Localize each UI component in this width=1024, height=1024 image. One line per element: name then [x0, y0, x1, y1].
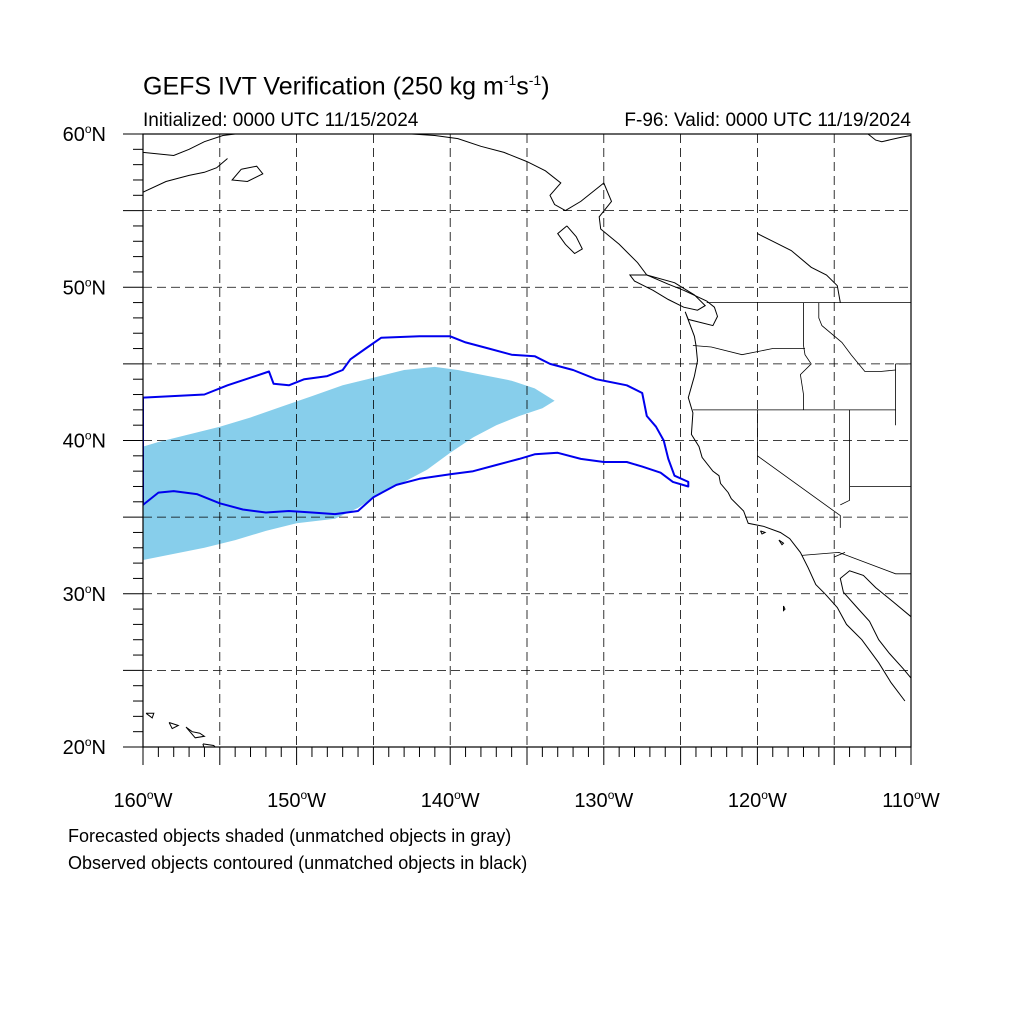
lon-label: 160oW: [114, 788, 173, 812]
graticule: [143, 134, 911, 747]
axis-ticks: [123, 133, 912, 765]
title-exponent-2: -1: [528, 72, 542, 88]
coastline: [143, 134, 236, 157]
lat-label: 40oN: [63, 429, 106, 453]
lon-label: 110oW: [882, 788, 940, 812]
coastline: [783, 605, 786, 612]
lon-label: 150oW: [267, 788, 326, 812]
coastline: [598, 182, 906, 702]
coastline: [778, 539, 785, 546]
coastline: [185, 726, 206, 739]
political-border: [801, 551, 911, 575]
political-border: [818, 302, 896, 372]
lat-label: 30oN: [63, 582, 106, 606]
coastline: [168, 722, 180, 730]
coastline: [143, 158, 228, 193]
coastline: [202, 743, 216, 747]
title-close: ): [541, 72, 550, 101]
coastline: [231, 165, 264, 183]
coastline: [628, 274, 707, 311]
lat-label: 60oN: [63, 122, 106, 146]
coastline: [867, 134, 911, 143]
coastline: [757, 233, 841, 303]
lon-label: 130oW: [574, 788, 633, 812]
chart-title: GEFS IVT Verification (250 kg m-1s-1): [143, 72, 550, 101]
political-border: [692, 345, 805, 356]
lon-label: 120oW: [728, 788, 787, 812]
political-border: [834, 552, 846, 558]
footnote-forecast: Forecasted objects shaded (unmatched obj…: [68, 826, 512, 846]
title-exponent-1: -1: [503, 72, 517, 88]
init-time-label: Initialized: 0000 UTC 11/15/2024: [143, 110, 419, 131]
forecast-layer: [143, 366, 555, 560]
coastline: [839, 570, 911, 679]
footnote-observed: Observed objects contoured (unmatched ob…: [68, 853, 528, 873]
coastline: [557, 225, 583, 255]
political-border: [757, 409, 841, 528]
title-unit-s: s: [516, 72, 529, 101]
lat-label: 20oN: [63, 735, 106, 759]
coastlines-layer: [143, 134, 911, 747]
lon-label: 140oW: [421, 788, 480, 812]
axis-labels: 60oN 50oN 40oN 30oN 20oN 160oW 150oW 140oW 130oW…: [63, 122, 940, 812]
political-border: [799, 302, 812, 410]
political-border: [840, 409, 850, 506]
observed-layer: [143, 335, 690, 516]
coastline: [411, 134, 605, 212]
forecast-object-fill: [143, 366, 555, 560]
coastline: [760, 530, 767, 535]
title-main: GEFS IVT Verification (250 kg m: [143, 72, 504, 101]
lat-label: 50oN: [63, 275, 106, 299]
valid-time-label: F-96: Valid: 0000 UTC 11/19/2024: [624, 110, 911, 131]
observed-object-contour: [143, 335, 690, 516]
coastline: [145, 712, 155, 719]
